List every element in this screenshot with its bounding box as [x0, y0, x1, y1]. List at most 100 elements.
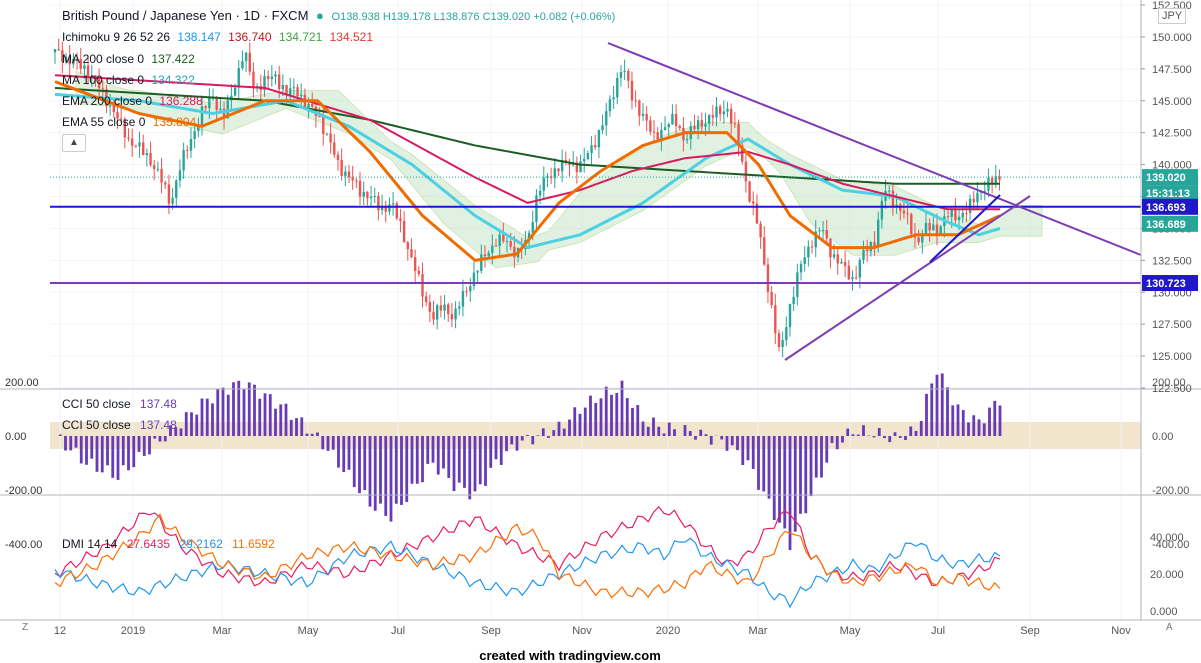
- candle-body: [777, 333, 781, 347]
- cci-bar: [494, 436, 498, 460]
- cci-legend-2[interactable]: CCI 50 close 137.48: [62, 418, 177, 432]
- candle-body: [307, 103, 310, 108]
- cci-bar: [741, 436, 745, 466]
- cci-bar: [205, 398, 209, 436]
- candle-body: [101, 88, 104, 90]
- symbol-title[interactable]: British Pound / Japanese Yen · 1D · FXCM: [62, 8, 309, 23]
- candle-body: [858, 260, 862, 278]
- cci-bar: [310, 433, 314, 436]
- collapse-legend-button[interactable]: ▲: [62, 134, 86, 152]
- cci-bar: [421, 436, 424, 483]
- zoom-icon[interactable]: Z: [22, 622, 29, 633]
- candle-body: [796, 272, 799, 297]
- candle-body: [281, 84, 285, 90]
- cci-bar: [825, 436, 829, 463]
- cci-bar: [457, 436, 461, 483]
- candle-body: [652, 131, 656, 133]
- cci-bar: [531, 436, 535, 445]
- currency-badge[interactable]: JPY: [1158, 8, 1187, 24]
- cci-bar: [331, 436, 335, 450]
- ma-line-ema-55: [54, 80, 1001, 262]
- ma-line-ema-200: [54, 74, 1000, 211]
- candle-body: [854, 277, 858, 279]
- cci-bar: [988, 407, 991, 436]
- cci-bar: [179, 428, 183, 436]
- candle-body: [491, 245, 494, 253]
- cci-bar: [142, 436, 146, 456]
- cci-bar: [625, 398, 629, 436]
- cci-bar: [452, 436, 456, 492]
- time-tick-label: 12: [54, 625, 66, 637]
- cci-bar: [851, 434, 855, 436]
- cci-bar: [90, 436, 94, 459]
- cci-tick-label-right: -400.00: [1152, 539, 1189, 551]
- candle-body: [369, 196, 373, 199]
- candle-body: [917, 237, 920, 243]
- candle-body: [112, 105, 115, 113]
- candle-body: [263, 76, 266, 91]
- candle-body: [285, 84, 288, 95]
- candle-body: [825, 230, 828, 239]
- candle-body: [472, 272, 476, 287]
- auto-scale-icon[interactable]: A: [1166, 622, 1173, 633]
- cci-bar: [557, 421, 561, 436]
- cci-bar: [835, 436, 839, 450]
- price-tick-label: 140.000: [1152, 160, 1192, 172]
- cci-bar: [951, 405, 955, 436]
- cci-bar: [347, 436, 351, 470]
- candle-body: [722, 111, 726, 115]
- candles: [53, 38, 1001, 358]
- cci-bar: [977, 419, 981, 436]
- time-tick-label: Jul: [931, 625, 945, 637]
- candle-body: [487, 252, 490, 257]
- trendline-upper[interactable]: [607, 42, 1142, 256]
- cci-bar: [940, 373, 944, 436]
- candle-body: [72, 58, 75, 65]
- candle-body: [865, 249, 869, 252]
- candle-body: [645, 113, 648, 121]
- ichimoku-legend[interactable]: Ichimoku 9 26 52 26 138.147 136.740 134.…: [62, 30, 374, 44]
- cci-bar: [237, 380, 241, 436]
- candle-body: [542, 177, 545, 191]
- ma200-legend[interactable]: MA 200 close 0 137.422: [62, 52, 195, 66]
- candle-body: [961, 212, 964, 218]
- time-tick-label: 2020: [656, 625, 680, 637]
- dmi-tick-label: 40.000: [1150, 532, 1184, 544]
- candle-body: [270, 76, 274, 79]
- dmi-pane[interactable]: [50, 497, 1141, 619]
- cci-legend-1[interactable]: CCI 50 close 137.48: [62, 397, 177, 411]
- dmi-legend[interactable]: DMI 14 14 27.6435 29.2162 11.6592: [62, 537, 275, 551]
- cci-bar: [746, 436, 750, 461]
- cci-bar: [174, 427, 178, 436]
- trendline-lower[interactable]: [784, 195, 1031, 361]
- ema55-legend[interactable]: EMA 55 close 0 135.804: [62, 115, 197, 129]
- candle-body: [149, 153, 152, 166]
- cci-bar: [478, 436, 482, 485]
- ema200-legend[interactable]: EMA 200 close 0 136.288: [62, 94, 203, 108]
- candle-body: [311, 103, 314, 107]
- candle-body: [428, 302, 432, 312]
- price-tick-label: 125.000: [1152, 351, 1192, 363]
- candle-body: [851, 277, 854, 280]
- candle-body: [108, 105, 112, 107]
- cci-bar: [620, 380, 624, 436]
- candle-body: [601, 125, 604, 131]
- candle-body: [693, 126, 696, 130]
- cci-bar: [489, 436, 493, 468]
- cci-bar: [337, 436, 340, 468]
- candle-body: [932, 224, 935, 231]
- cci-bar: [221, 387, 225, 436]
- candle-body: [788, 303, 792, 328]
- cci-bar: [814, 436, 818, 478]
- candle-body: [399, 218, 402, 221]
- cci-bar: [468, 436, 472, 500]
- candle-body: [619, 72, 623, 78]
- time-axis[interactable]: 12 2019 Mar May Jul Sep Nov 2020 Mar May Jul Sep Nov: [54, 625, 1131, 637]
- candle-body: [594, 145, 597, 148]
- level-tag-3: 130.723: [1146, 278, 1186, 290]
- trendline-short[interactable]: [929, 194, 1001, 263]
- cci-bar: [69, 436, 73, 451]
- ma100-legend[interactable]: MA 100 close 0 134.322: [62, 73, 195, 87]
- candle-body: [586, 153, 590, 160]
